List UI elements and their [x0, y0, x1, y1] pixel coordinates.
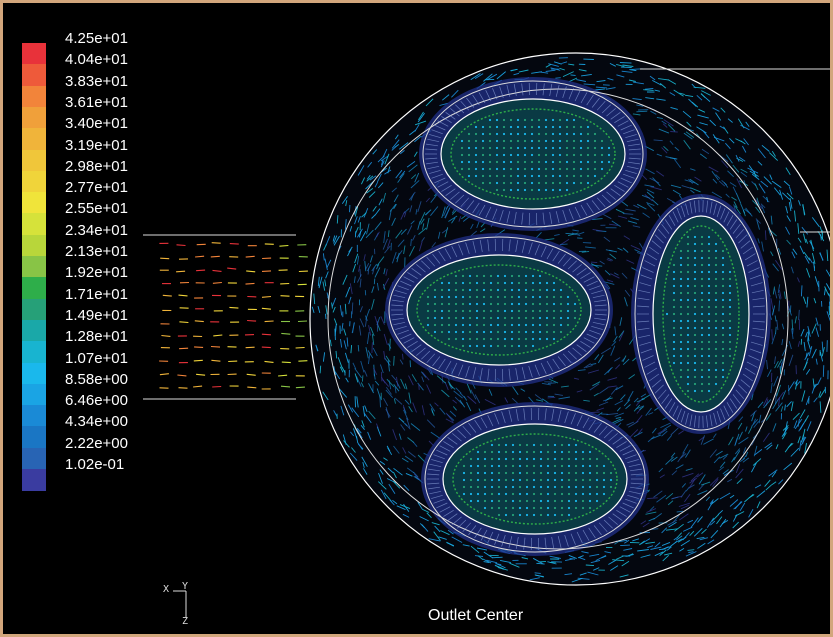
colorbar-label: 1.92e+01 [65, 264, 128, 282]
colorbar-label: 8.58e+00 [65, 370, 128, 388]
colorbar-swatch [22, 405, 46, 427]
colorbar-swatch [22, 319, 46, 342]
colorbar-swatch [22, 469, 46, 491]
colorbar-swatch [22, 213, 46, 236]
plot-frame: 4.25e+01 4.04e+01 3.83e+01 3.61e+01 3.40e+01… [3, 3, 830, 634]
axis-z-label: Z [182, 616, 189, 627]
colorbar-label: 2.22e+00 [65, 434, 128, 452]
velocity-vector-plot [143, 52, 830, 617]
colorbar-label: 2.77e+01 [65, 179, 128, 197]
colorbar-label: 3.19e+01 [65, 136, 128, 154]
tube-core-outline [452, 433, 618, 525]
colorbar-swatch [22, 106, 46, 129]
colorbar-swatch [22, 362, 46, 385]
tube-inner-outline [442, 423, 628, 535]
colorbar-label: 1.49e+01 [65, 306, 128, 324]
colorbar-swatch [22, 149, 46, 172]
colorbar-swatch [22, 447, 46, 470]
colorbar-swatch [22, 234, 46, 257]
colorbar-label: 4.25e+01 [65, 30, 128, 47]
colorbar-label: 3.40e+01 [65, 115, 128, 133]
axis-y-label: Y [182, 581, 189, 592]
tube-core-outline [662, 225, 740, 403]
colorbar-label: 2.13e+01 [65, 243, 128, 260]
colorbar-swatch [22, 426, 46, 449]
tube-outer-outline [634, 197, 768, 431]
tube-outer-outline [422, 80, 644, 228]
tube-inner-outline [406, 254, 592, 366]
colorbar-label: 1.02e-01 [65, 456, 125, 473]
colorbar-label: 4.04e+01 [65, 51, 128, 69]
tube-core-outline [450, 108, 616, 200]
colorbar-label: 2.98e+01 [65, 157, 128, 175]
colorbar-label: 1.07e+01 [65, 349, 128, 367]
axis-x-label: X [163, 584, 170, 595]
tube-core-outline [416, 264, 582, 356]
colorbar-swatch [22, 170, 46, 193]
tube-inner-outline [440, 98, 626, 210]
tube-outer-outline [424, 405, 646, 553]
colorbar-label: 4.34e+00 [65, 413, 128, 431]
colorbar-swatch [22, 298, 46, 321]
tube-outer-outline [388, 236, 610, 384]
colorbar-label: 6.46e+00 [65, 392, 128, 410]
colorbar-swatch [22, 341, 46, 363]
colorbar-swatch [22, 277, 46, 300]
colorbar-swatch [22, 128, 46, 150]
colorbar-swatch [22, 43, 46, 65]
colorbar-label: 2.55e+01 [65, 200, 128, 218]
colorbar-swatch [22, 256, 46, 278]
domain-outline [309, 52, 830, 586]
colorbar-label: 1.28e+01 [65, 328, 128, 346]
colorbar-swatch [22, 192, 46, 214]
colorbar-swatch [22, 85, 46, 108]
colorbar-swatch [22, 383, 46, 406]
plot-caption: Outlet Center [428, 607, 524, 624]
colorbar-label: 1.71e+01 [65, 285, 128, 303]
colorbar-label: 3.61e+01 [65, 93, 128, 111]
colorbar-label: 2.34e+01 [65, 221, 128, 239]
colorbar-label: 3.83e+01 [65, 72, 128, 90]
colorbar-swatch [22, 64, 46, 87]
